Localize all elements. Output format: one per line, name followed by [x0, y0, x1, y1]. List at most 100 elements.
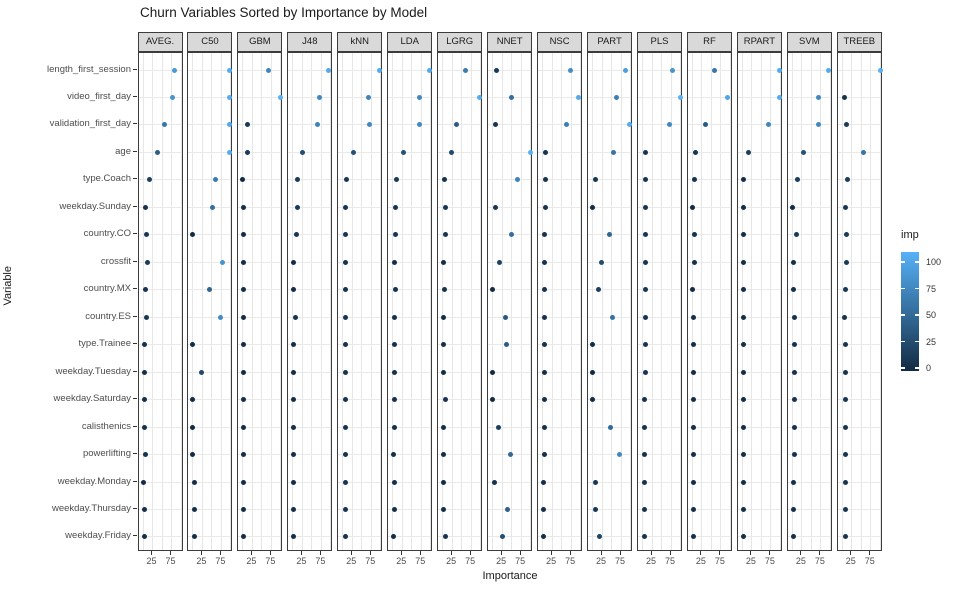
- data-point: [392, 287, 398, 293]
- data-point: [590, 204, 596, 210]
- gridline-horizontal: [188, 151, 232, 153]
- gridline-horizontal: [787, 426, 831, 428]
- gridline-horizontal: [288, 261, 332, 263]
- gridline-horizontal: [687, 124, 731, 126]
- x-tick-mark: [469, 551, 471, 555]
- data-point: [441, 507, 447, 513]
- x-tick-mark: [450, 551, 452, 555]
- data-point: [844, 232, 850, 238]
- y-tick-label: video_first_day: [67, 90, 131, 102]
- gridline-horizontal: [588, 371, 632, 373]
- gridline-vertical: [392, 53, 394, 550]
- gridline-horizontal: [687, 399, 731, 401]
- data-point: [154, 149, 160, 155]
- gridline-horizontal: [288, 371, 332, 373]
- legend-tick-dash: [901, 314, 905, 316]
- gridline-vertical: [670, 53, 672, 550]
- gridline-horizontal: [538, 151, 582, 153]
- gridline-horizontal: [238, 454, 282, 456]
- gridline-horizontal: [687, 151, 731, 153]
- x-tick-mark: [369, 551, 371, 555]
- data-point: [342, 534, 348, 540]
- x-tick-label: 25: [396, 556, 407, 566]
- gridline-horizontal: [488, 179, 532, 181]
- x-tick-label: 25: [496, 556, 507, 566]
- gridline-horizontal: [338, 124, 382, 126]
- data-point: [842, 507, 848, 513]
- gridline-horizontal: [638, 454, 681, 456]
- data-point: [291, 397, 297, 403]
- data-point: [643, 149, 649, 155]
- x-tick-mark: [419, 551, 421, 555]
- gridline-vertical: [161, 53, 163, 550]
- data-point: [724, 94, 730, 100]
- data-point: [842, 424, 848, 430]
- gridline-horizontal: [737, 399, 781, 401]
- gridline-horizontal: [388, 289, 432, 291]
- y-tick-label: validation_first_day: [49, 118, 131, 130]
- gridline-vertical: [870, 53, 872, 550]
- data-point: [593, 479, 599, 485]
- facet-strip-TREEB: TREEB: [836, 31, 882, 52]
- gridline-vertical: [380, 53, 382, 550]
- data-point: [190, 397, 196, 403]
- gridline-horizontal: [837, 206, 881, 208]
- data-point: [146, 177, 152, 183]
- x-tick-label: 25: [845, 556, 856, 566]
- gridline-vertical: [251, 53, 253, 550]
- data-point: [792, 452, 798, 458]
- gridline-horizontal: [188, 536, 232, 538]
- data-point: [610, 314, 616, 320]
- legend-tick-dash: [901, 287, 905, 290]
- gridline-vertical: [230, 53, 232, 550]
- gridline-vertical: [201, 53, 203, 550]
- data-point: [842, 397, 848, 403]
- data-point: [842, 452, 848, 458]
- y-tick-label: country.ES: [85, 310, 131, 322]
- data-point: [616, 452, 622, 458]
- data-point: [490, 397, 496, 403]
- gridline-horizontal: [438, 344, 482, 346]
- gridline-horizontal: [687, 261, 731, 263]
- y-tick-label: weekday.Thursday: [51, 503, 131, 515]
- gridline-horizontal: [488, 481, 532, 483]
- gridline-horizontal: [388, 399, 432, 401]
- gridline-horizontal: [588, 316, 632, 318]
- x-tick-mark: [350, 551, 352, 555]
- gridline-vertical: [611, 53, 613, 550]
- data-point: [642, 314, 648, 320]
- data-point: [141, 534, 147, 540]
- data-point: [227, 94, 233, 100]
- data-point: [740, 479, 746, 485]
- x-tick-label: 25: [596, 556, 607, 566]
- gridline-horizontal: [638, 151, 681, 153]
- gridline-horizontal: [687, 371, 731, 373]
- gridline-horizontal: [238, 371, 282, 373]
- gridline-horizontal: [737, 481, 781, 483]
- gridline-horizontal: [687, 179, 731, 181]
- data-point: [593, 177, 599, 183]
- facet-panel-kNN: [337, 52, 383, 551]
- gridline-horizontal: [138, 371, 182, 373]
- gridline-vertical: [311, 53, 313, 550]
- gridline-horizontal: [238, 151, 282, 153]
- gridline-horizontal: [588, 151, 632, 153]
- gridline-horizontal: [837, 261, 881, 263]
- gridline-horizontal: [687, 316, 731, 318]
- data-point: [542, 259, 548, 265]
- data-point: [490, 369, 496, 375]
- gridline-vertical: [142, 53, 144, 550]
- data-point: [792, 397, 798, 403]
- data-point: [426, 67, 432, 73]
- gridline-horizontal: [787, 124, 831, 126]
- facet-panel-RPART: [736, 52, 782, 551]
- data-point: [191, 507, 197, 513]
- x-tick-label: 75: [714, 556, 725, 566]
- data-point: [692, 232, 698, 238]
- y-tick-mark: [133, 178, 137, 180]
- data-point: [691, 342, 697, 348]
- gridline-vertical: [592, 53, 594, 550]
- facet-panel-PLS: [637, 52, 683, 551]
- gridline-horizontal: [188, 509, 232, 511]
- gridline-horizontal: [188, 454, 232, 456]
